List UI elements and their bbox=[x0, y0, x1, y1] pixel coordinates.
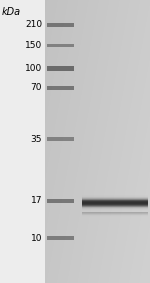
Bar bbox=[82, 196, 148, 197]
Bar bbox=[47, 23, 74, 27]
Bar bbox=[47, 237, 74, 240]
Text: kDa: kDa bbox=[2, 7, 21, 17]
Text: 70: 70 bbox=[30, 83, 42, 92]
Bar bbox=[82, 213, 148, 214]
Text: 35: 35 bbox=[30, 135, 42, 144]
Bar bbox=[82, 210, 148, 211]
Bar bbox=[47, 44, 74, 47]
Bar bbox=[82, 194, 148, 195]
Bar bbox=[82, 200, 148, 201]
Bar bbox=[82, 210, 148, 211]
Bar bbox=[82, 209, 148, 210]
Bar bbox=[82, 205, 148, 206]
Bar bbox=[82, 211, 148, 212]
Bar bbox=[82, 217, 148, 218]
Bar bbox=[47, 199, 74, 203]
Bar bbox=[82, 212, 148, 213]
Text: 10: 10 bbox=[30, 234, 42, 243]
Bar bbox=[82, 198, 148, 199]
Bar bbox=[82, 215, 148, 216]
Text: 150: 150 bbox=[25, 41, 42, 50]
Bar bbox=[82, 202, 148, 203]
Bar bbox=[82, 197, 148, 198]
Bar bbox=[82, 206, 148, 207]
Bar bbox=[82, 218, 148, 219]
Bar bbox=[82, 207, 148, 208]
Bar bbox=[82, 201, 148, 202]
Bar bbox=[82, 195, 148, 196]
Bar bbox=[82, 205, 148, 206]
Bar bbox=[82, 201, 148, 202]
Bar bbox=[82, 199, 148, 200]
Bar bbox=[82, 204, 148, 205]
Bar bbox=[47, 66, 74, 71]
Bar bbox=[82, 207, 148, 208]
Bar bbox=[82, 206, 148, 207]
Bar bbox=[82, 204, 148, 205]
Text: 210: 210 bbox=[25, 20, 42, 29]
Bar bbox=[82, 203, 148, 204]
Bar bbox=[82, 211, 148, 212]
Bar bbox=[82, 198, 148, 199]
Bar bbox=[82, 194, 148, 195]
Bar bbox=[47, 86, 74, 90]
Bar bbox=[82, 200, 148, 201]
Bar bbox=[82, 203, 148, 204]
Bar bbox=[47, 137, 74, 141]
Bar bbox=[82, 220, 148, 221]
Bar bbox=[82, 196, 148, 197]
Bar bbox=[82, 195, 148, 196]
Text: 17: 17 bbox=[30, 196, 42, 205]
Text: 100: 100 bbox=[25, 64, 42, 73]
Bar bbox=[82, 208, 148, 209]
Bar bbox=[82, 199, 148, 200]
Bar bbox=[82, 214, 148, 215]
Bar bbox=[82, 219, 148, 220]
Bar bbox=[82, 216, 148, 217]
Bar bbox=[82, 209, 148, 210]
Bar bbox=[82, 208, 148, 209]
Bar bbox=[82, 202, 148, 203]
Bar bbox=[82, 197, 148, 198]
